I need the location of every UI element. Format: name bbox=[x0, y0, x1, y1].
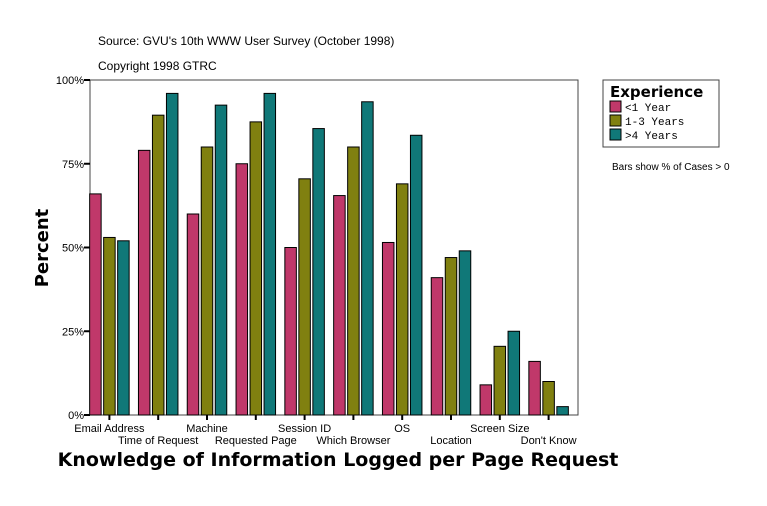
x-tick-label: Requested Page bbox=[215, 435, 297, 447]
bar bbox=[430, 277, 444, 416]
chart-copyright: Copyright 1998 GTRC bbox=[98, 59, 217, 73]
bar bbox=[312, 128, 325, 416]
bar bbox=[165, 92, 179, 416]
bar bbox=[103, 236, 116, 416]
legend-label: >4 Years bbox=[625, 131, 678, 143]
y-tick-label: 50% bbox=[62, 243, 84, 255]
x-tick-label: Session ID bbox=[278, 423, 331, 435]
bar bbox=[200, 146, 214, 416]
legend-title: Experience bbox=[610, 83, 703, 101]
x-tick-label: Email Address bbox=[74, 423, 145, 435]
bar bbox=[458, 250, 472, 416]
bar bbox=[347, 146, 360, 416]
legend-box bbox=[602, 79, 720, 148]
legend-swatch bbox=[609, 114, 622, 127]
x-tick-label: Don't Know bbox=[521, 435, 577, 447]
bar bbox=[151, 114, 165, 416]
x-tick-label: Which Browser bbox=[316, 435, 390, 447]
bar bbox=[214, 104, 228, 416]
bar bbox=[89, 193, 102, 416]
y-tick-label: 75% bbox=[62, 159, 84, 171]
bar bbox=[284, 247, 297, 416]
bar bbox=[298, 178, 311, 416]
legend-swatch bbox=[609, 100, 622, 113]
bar bbox=[235, 163, 249, 416]
bar bbox=[528, 360, 541, 416]
legend-label: 1-3 Years bbox=[625, 117, 684, 129]
x-tick-label: Location bbox=[430, 435, 472, 447]
chart-note: Bars show % of Cases > 0 bbox=[612, 162, 730, 173]
bar bbox=[249, 121, 263, 416]
legend-label: <1 Year bbox=[625, 103, 671, 115]
chart-source: Source: GVU's 10th WWW User Survey (Octo… bbox=[98, 34, 395, 48]
bar bbox=[263, 92, 277, 416]
x-axis-label: Knowledge of Information Logged per Page… bbox=[58, 449, 619, 471]
x-tick-label: Machine bbox=[186, 423, 228, 435]
x-tick-label: OS bbox=[394, 423, 410, 435]
bar bbox=[409, 134, 423, 416]
bar bbox=[186, 213, 200, 416]
bar bbox=[395, 183, 409, 416]
bar bbox=[493, 345, 507, 416]
bar bbox=[479, 384, 493, 416]
y-tick-label: 25% bbox=[62, 326, 84, 338]
bar bbox=[381, 241, 395, 416]
bar bbox=[333, 195, 346, 416]
bar bbox=[507, 330, 521, 416]
legend-swatch bbox=[609, 128, 622, 141]
y-tick-label: 0% bbox=[68, 410, 84, 422]
x-tick-label: Screen Size bbox=[470, 423, 529, 435]
x-tick-label: Time of Request bbox=[118, 435, 198, 447]
y-tick-label: 100% bbox=[56, 75, 84, 87]
bar bbox=[542, 381, 555, 416]
bar bbox=[361, 101, 374, 416]
bar bbox=[117, 240, 130, 416]
bar bbox=[444, 257, 458, 416]
y-axis-label: Percent bbox=[32, 208, 53, 287]
bar bbox=[556, 406, 569, 416]
bar bbox=[137, 149, 151, 416]
